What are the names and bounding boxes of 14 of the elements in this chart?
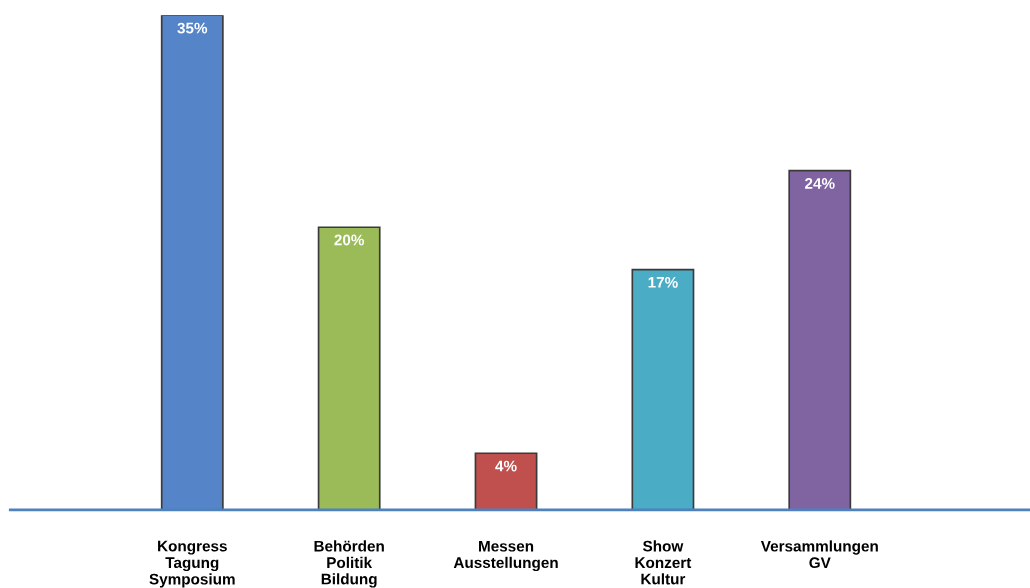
x-tick-label: Show Konzert Kultur [635, 540, 692, 585]
data-label: 4% [495, 460, 517, 472]
x-tick-label: Versammlungen GV [760, 540, 878, 569]
bar [788, 169, 852, 510]
data-label: 35% [177, 22, 208, 34]
data-label: 20% [334, 234, 365, 246]
bar [474, 452, 538, 510]
bar [317, 226, 381, 510]
x-tick-label: Kongress Tagung Symposium [149, 540, 235, 588]
bar [631, 268, 695, 510]
data-label: 17% [648, 276, 678, 288]
x-tick-label: Behörden Politik Bildung [314, 540, 384, 588]
data-label: 24% [805, 178, 835, 189]
x-tick-label: Messen Ausstellungen [453, 540, 558, 572]
